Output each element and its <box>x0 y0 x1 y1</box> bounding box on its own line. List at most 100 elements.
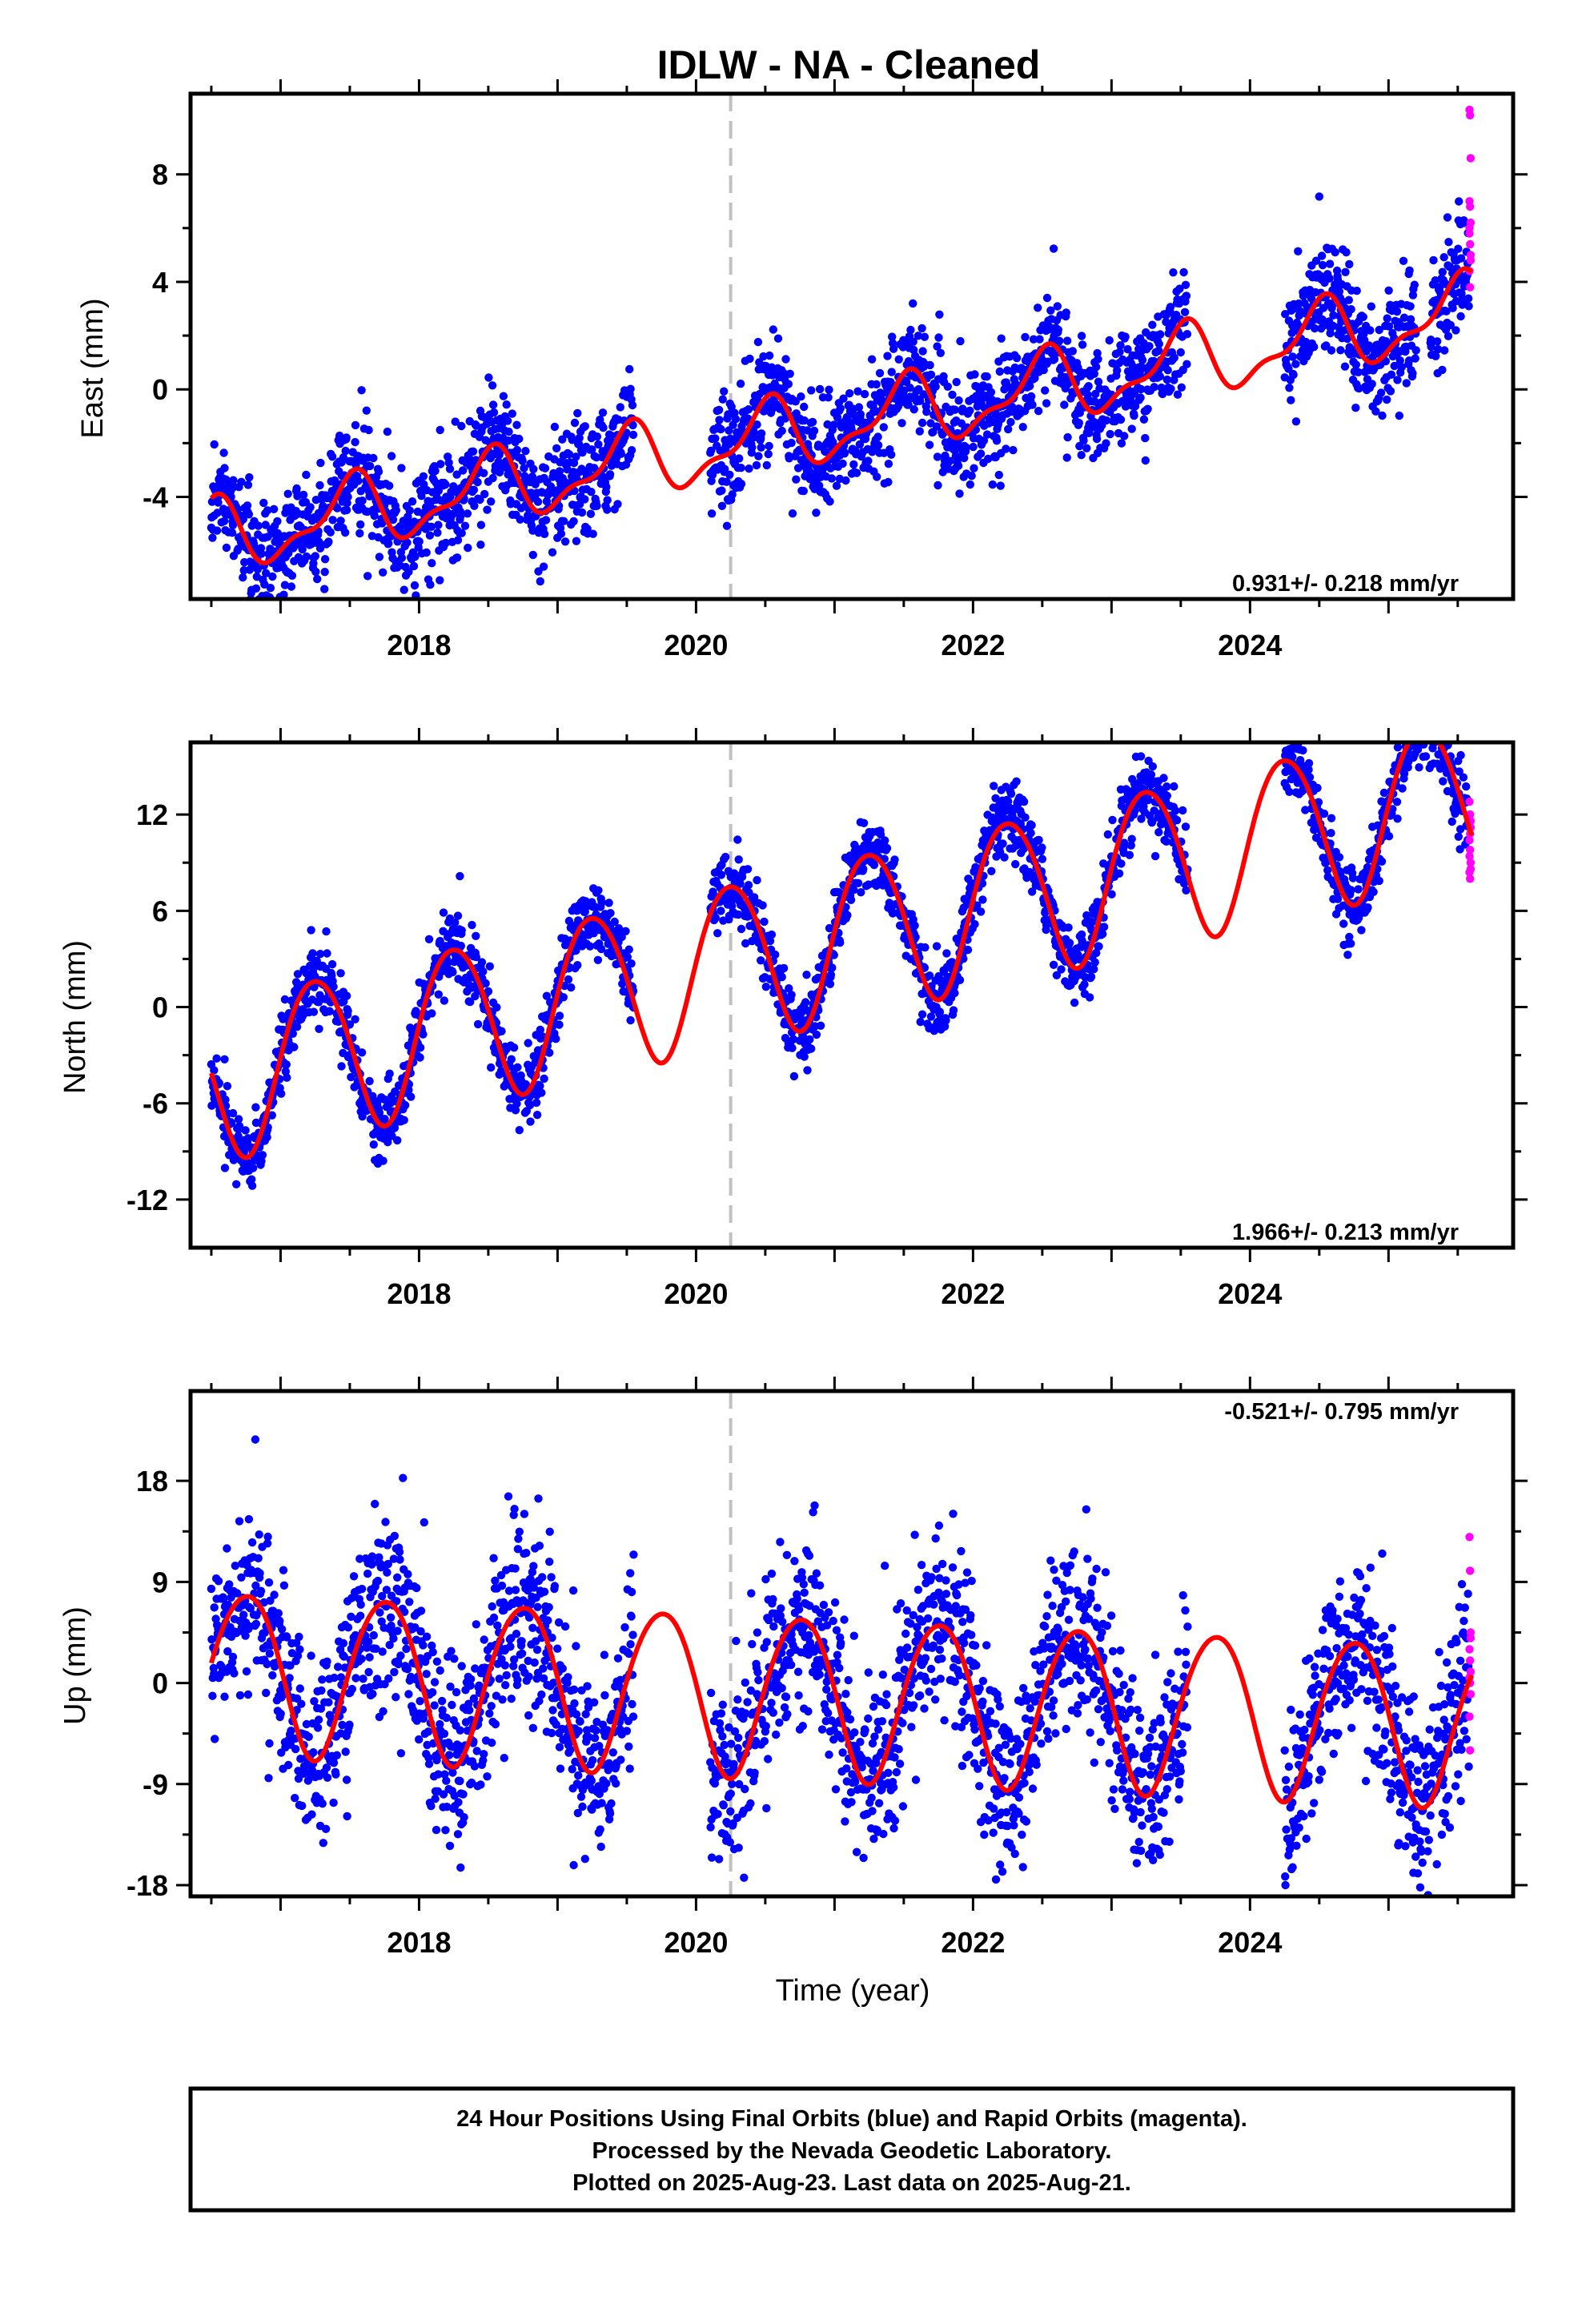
final-orbit-point <box>1062 453 1071 462</box>
final-orbit-point <box>247 1181 257 1190</box>
rapid-orbit-point <box>1465 223 1474 232</box>
final-orbit-point <box>290 1043 299 1051</box>
final-orbit-point <box>728 490 737 499</box>
final-orbit-point <box>427 522 436 531</box>
final-orbit-point <box>342 433 351 442</box>
final-orbit-point <box>761 983 770 991</box>
final-orbit-point <box>445 464 455 473</box>
final-orbit-point <box>1039 365 1048 375</box>
final-orbit-point <box>976 449 986 458</box>
final-orbit-point <box>351 1015 359 1024</box>
final-orbit-point <box>1021 813 1030 822</box>
final-orbit-point <box>1080 980 1089 989</box>
final-orbit-point <box>803 426 812 435</box>
final-orbit-point <box>1345 259 1354 269</box>
final-orbit-point <box>1406 315 1415 324</box>
final-orbit-point <box>1063 432 1072 442</box>
final-orbit-point <box>909 337 917 346</box>
final-orbit-point <box>476 521 486 529</box>
final-orbit-point <box>1393 743 1403 752</box>
final-orbit-point <box>443 959 452 968</box>
final-orbit-point <box>1288 752 1297 762</box>
final-orbit-point <box>457 529 466 537</box>
final-orbit-point <box>626 1015 635 1025</box>
final-orbit-point <box>316 458 325 468</box>
final-orbit-point <box>829 420 838 429</box>
final-orbit-point <box>1094 942 1103 951</box>
final-orbit-point <box>234 1115 243 1124</box>
final-orbit-point <box>1363 903 1372 912</box>
final-orbit-point <box>1438 365 1447 375</box>
final-orbit-point <box>262 569 271 577</box>
final-orbit-point <box>1347 886 1355 895</box>
final-orbit-point <box>436 460 445 468</box>
final-orbit-point <box>1325 274 1334 283</box>
final-orbit-point <box>269 505 279 513</box>
final-orbit-point <box>228 1108 238 1118</box>
final-orbit-point <box>707 509 717 518</box>
final-orbit-point <box>978 879 987 888</box>
final-orbit-point <box>408 497 417 506</box>
final-orbit-point <box>521 447 530 456</box>
final-orbit-point <box>1283 718 1291 726</box>
final-orbit-point <box>1166 384 1175 393</box>
final-orbit-point <box>1336 346 1345 355</box>
final-orbit-point <box>324 537 333 546</box>
final-orbit-point <box>785 369 794 378</box>
final-orbit-point <box>588 445 596 454</box>
final-orbit-point <box>1377 797 1386 806</box>
final-orbit-point <box>417 492 426 501</box>
final-orbit-point <box>803 1066 812 1075</box>
final-orbit-point <box>416 1043 425 1052</box>
final-orbit-point <box>545 1048 554 1057</box>
final-orbit-point <box>1077 451 1086 460</box>
final-orbit-point <box>1148 320 1157 329</box>
final-orbit-point <box>606 909 615 918</box>
final-orbit-point <box>1138 356 1147 364</box>
final-orbit-point <box>623 952 632 962</box>
final-orbit-point <box>488 381 497 390</box>
final-orbit-point <box>425 531 435 540</box>
final-orbit-point <box>1310 343 1319 352</box>
final-orbit-point <box>1143 795 1153 805</box>
final-orbit-point <box>288 1029 297 1039</box>
final-orbit-point <box>1090 369 1099 378</box>
final-orbit-point <box>222 543 231 553</box>
final-orbit-point <box>1407 706 1415 714</box>
final-orbit-point <box>787 438 796 448</box>
final-orbit-point <box>336 517 345 525</box>
final-orbit-point <box>628 430 638 440</box>
final-orbit-point <box>484 987 493 996</box>
final-orbit-point <box>926 1012 936 1021</box>
final-orbit-point <box>950 405 960 414</box>
final-orbit-point <box>560 517 568 525</box>
final-orbit-point <box>996 481 1005 490</box>
final-orbit-point <box>1317 251 1327 260</box>
final-orbit-point <box>1387 370 1396 379</box>
final-orbit-point <box>1082 911 1091 920</box>
final-orbit-point <box>280 581 290 589</box>
final-orbit-point <box>315 480 324 490</box>
final-orbit-point <box>1092 434 1102 444</box>
final-orbit-point <box>1107 890 1116 899</box>
rapid-orbit-point <box>1466 154 1476 163</box>
final-orbit-point <box>616 449 625 458</box>
final-orbit-point <box>223 1082 232 1091</box>
final-orbit-point <box>292 1023 302 1031</box>
final-orbit-point <box>960 453 969 463</box>
final-orbit-point <box>592 432 602 441</box>
final-orbit-point <box>781 355 790 364</box>
final-orbit-point <box>1108 815 1117 825</box>
final-orbit-point <box>220 1055 229 1064</box>
final-orbit-point <box>933 342 942 351</box>
final-orbit-point <box>311 552 319 561</box>
final-orbit-point <box>254 521 263 530</box>
final-orbit-point <box>1094 355 1102 364</box>
final-orbit-point <box>627 959 636 968</box>
final-orbit-point <box>1460 216 1468 225</box>
final-orbit-point <box>1351 360 1361 369</box>
final-orbit-point <box>879 423 889 432</box>
final-orbit-point <box>603 505 612 514</box>
final-orbit-point <box>1327 829 1335 838</box>
final-orbit-point <box>1098 930 1107 939</box>
